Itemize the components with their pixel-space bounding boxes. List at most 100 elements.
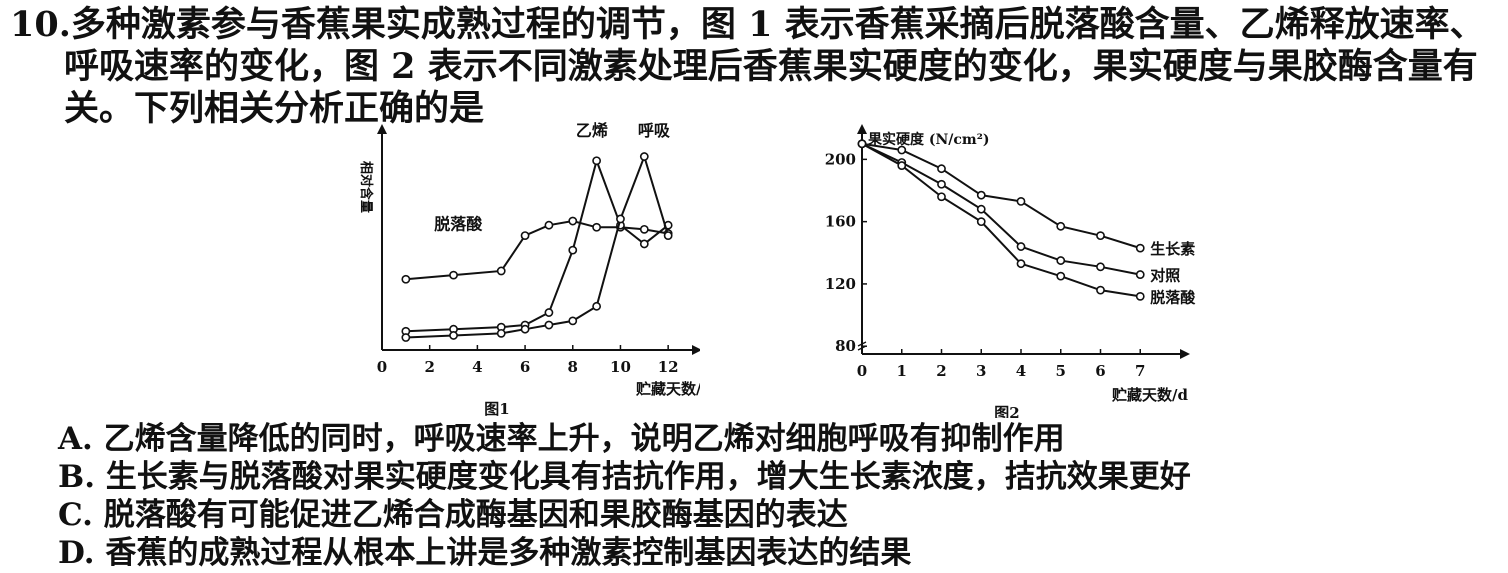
series-label-abscisic: 脱落酸 bbox=[434, 214, 483, 233]
data-point bbox=[1096, 262, 1105, 272]
series-end-label: 生长素 bbox=[1150, 240, 1195, 258]
x-axis-arrow bbox=[692, 345, 702, 355]
question-line-3: 关。下列相关分析正确的是 bbox=[64, 88, 485, 129]
data-point bbox=[1056, 256, 1066, 265]
y-axis-label: 相对含量 bbox=[358, 161, 374, 213]
x-tick-label: 2 bbox=[936, 362, 946, 380]
x-tick-label: 6 bbox=[520, 358, 530, 376]
data-point bbox=[568, 245, 578, 255]
y-tick-label: 80 bbox=[835, 337, 856, 355]
answer-options: A. 乙烯含量降低的同时，呼吸速率上升，说明乙烯对细胞呼吸有抑制作用 B. 生长… bbox=[58, 420, 1498, 572]
option-b[interactable]: B. 生长素与脱落酸对果实硬度变化具有拮抗作用，增大生长素浓度，拮抗效果更好 bbox=[58, 459, 1191, 495]
question-stem: 10.多种激素参与香蕉果实成熟过程的调节，图 1 表示香蕉采摘后脱落酸含量、乙烯… bbox=[10, 4, 1500, 130]
x-axis-label: 贮藏天数/d bbox=[635, 380, 700, 398]
series-line-1 bbox=[405, 157, 669, 333]
data-point bbox=[1096, 231, 1105, 241]
y-tick-label: 160 bbox=[825, 213, 856, 231]
data-point bbox=[592, 156, 602, 166]
data-point bbox=[937, 179, 946, 189]
option-d[interactable]: D. 香蕉的成熟过程从根本上讲是多种激素控制基因表达的结果 bbox=[58, 535, 912, 571]
y-tick-label: 200 bbox=[825, 150, 856, 168]
series-line-0 bbox=[861, 142, 1141, 250]
data-point bbox=[544, 308, 554, 317]
data-point bbox=[1135, 243, 1145, 253]
x-axis-label: 贮藏天数/d bbox=[1111, 386, 1188, 404]
x-axis-arrow bbox=[1180, 349, 1190, 359]
data-point bbox=[1135, 291, 1145, 301]
data-point bbox=[496, 328, 506, 338]
series-label-respiration: 呼吸 bbox=[638, 121, 671, 140]
figure-caption: 图1 bbox=[484, 400, 509, 418]
x-tick-label: 0 bbox=[377, 358, 387, 376]
data-point bbox=[449, 331, 458, 340]
data-point bbox=[592, 222, 602, 232]
option-c[interactable]: C. 脱落酸有可能促进乙烯合成酶基因和果胶酶基因的表达 bbox=[58, 497, 848, 533]
x-tick-label: 1 bbox=[897, 362, 907, 380]
data-point bbox=[1016, 259, 1026, 269]
option-a[interactable]: A. 乙烯含量降低的同时，呼吸速率上升，说明乙烯对细胞呼吸有抑制作用 bbox=[58, 421, 1065, 457]
data-point bbox=[544, 220, 554, 230]
figure-caption: 图2 bbox=[994, 404, 1019, 418]
data-point bbox=[520, 324, 530, 334]
data-point bbox=[1056, 221, 1066, 231]
data-point bbox=[897, 161, 907, 170]
series-label-ethylene: 乙烯 bbox=[576, 121, 608, 140]
data-point bbox=[592, 301, 602, 311]
series-end-label: 脱落酸 bbox=[1150, 288, 1196, 306]
data-point bbox=[401, 333, 411, 342]
x-tick-label: 0 bbox=[857, 362, 867, 380]
x-tick-label: 3 bbox=[976, 362, 986, 380]
axis-break-mark bbox=[857, 341, 867, 351]
data-point bbox=[449, 270, 458, 280]
series-line-0 bbox=[405, 220, 669, 281]
data-point bbox=[520, 231, 530, 240]
data-point bbox=[639, 152, 649, 161]
question-text-1: 多种激素参与香蕉果实成熟过程的调节，图 1 表示香蕉采摘后脱落酸含量、乙烯释放速… bbox=[70, 4, 1485, 45]
data-point bbox=[568, 216, 578, 226]
data-point bbox=[568, 316, 578, 326]
data-point bbox=[897, 145, 907, 155]
data-point bbox=[639, 239, 649, 249]
data-point bbox=[1135, 270, 1145, 279]
x-tick-label: 7 bbox=[1135, 362, 1145, 380]
y-axis-arrow bbox=[377, 124, 387, 134]
y-axis-arrow bbox=[857, 124, 867, 134]
data-point bbox=[976, 190, 986, 200]
series-line-2 bbox=[405, 153, 670, 339]
x-tick-label: 4 bbox=[1016, 362, 1026, 380]
y-axis-label: 果实硬度 (N/cm²) bbox=[867, 131, 990, 148]
question-number: 10. bbox=[10, 4, 71, 45]
question-line-2: 呼吸速率的变化，图 2 表示不同激素处理后香蕉果实硬度的变化，果实硬度与果胶酶含… bbox=[64, 46, 1478, 87]
data-point bbox=[544, 320, 554, 330]
x-tick-label: 5 bbox=[1056, 362, 1066, 380]
data-point bbox=[663, 231, 673, 240]
data-point bbox=[937, 164, 946, 174]
data-point bbox=[1056, 271, 1066, 281]
y-tick-label: 120 bbox=[825, 275, 856, 293]
x-tick-label: 8 bbox=[568, 358, 578, 376]
series-end-label: 对照 bbox=[1150, 267, 1180, 285]
series-line-2 bbox=[861, 142, 1141, 298]
series-line-1 bbox=[861, 142, 1141, 276]
x-tick-label: 2 bbox=[424, 358, 434, 376]
figure-2-chart: 果实硬度 (N/cm²) 0 1 2 3 4 5 6 7 80 120 160 200 贮藏天数/d 图2 生… bbox=[820, 118, 1220, 422]
data-point bbox=[616, 214, 625, 224]
data-point bbox=[401, 274, 411, 284]
data-point bbox=[976, 204, 986, 214]
data-point bbox=[937, 192, 946, 202]
data-point bbox=[857, 139, 867, 149]
data-point bbox=[496, 266, 506, 276]
question-line-1: 10.多种激素参与香蕉果实成熟过程的调节，图 1 表示香蕉采摘后脱落酸含量、乙烯… bbox=[10, 4, 1500, 46]
x-tick-label: 10 bbox=[610, 358, 631, 376]
figure-2-svg: 果实硬度 (N/cm²) 0 1 2 3 4 5 6 7 80 120 160 200 贮藏天数/d 图2 生… bbox=[825, 124, 1196, 422]
data-point bbox=[1016, 242, 1026, 251]
x-tick-label: 4 bbox=[472, 358, 482, 376]
x-tick-label: 6 bbox=[1095, 362, 1105, 380]
x-tick-label: 12 bbox=[658, 358, 679, 376]
data-point bbox=[639, 224, 649, 234]
data-point bbox=[1016, 197, 1026, 206]
data-point bbox=[976, 217, 986, 227]
data-point bbox=[1096, 285, 1105, 295]
